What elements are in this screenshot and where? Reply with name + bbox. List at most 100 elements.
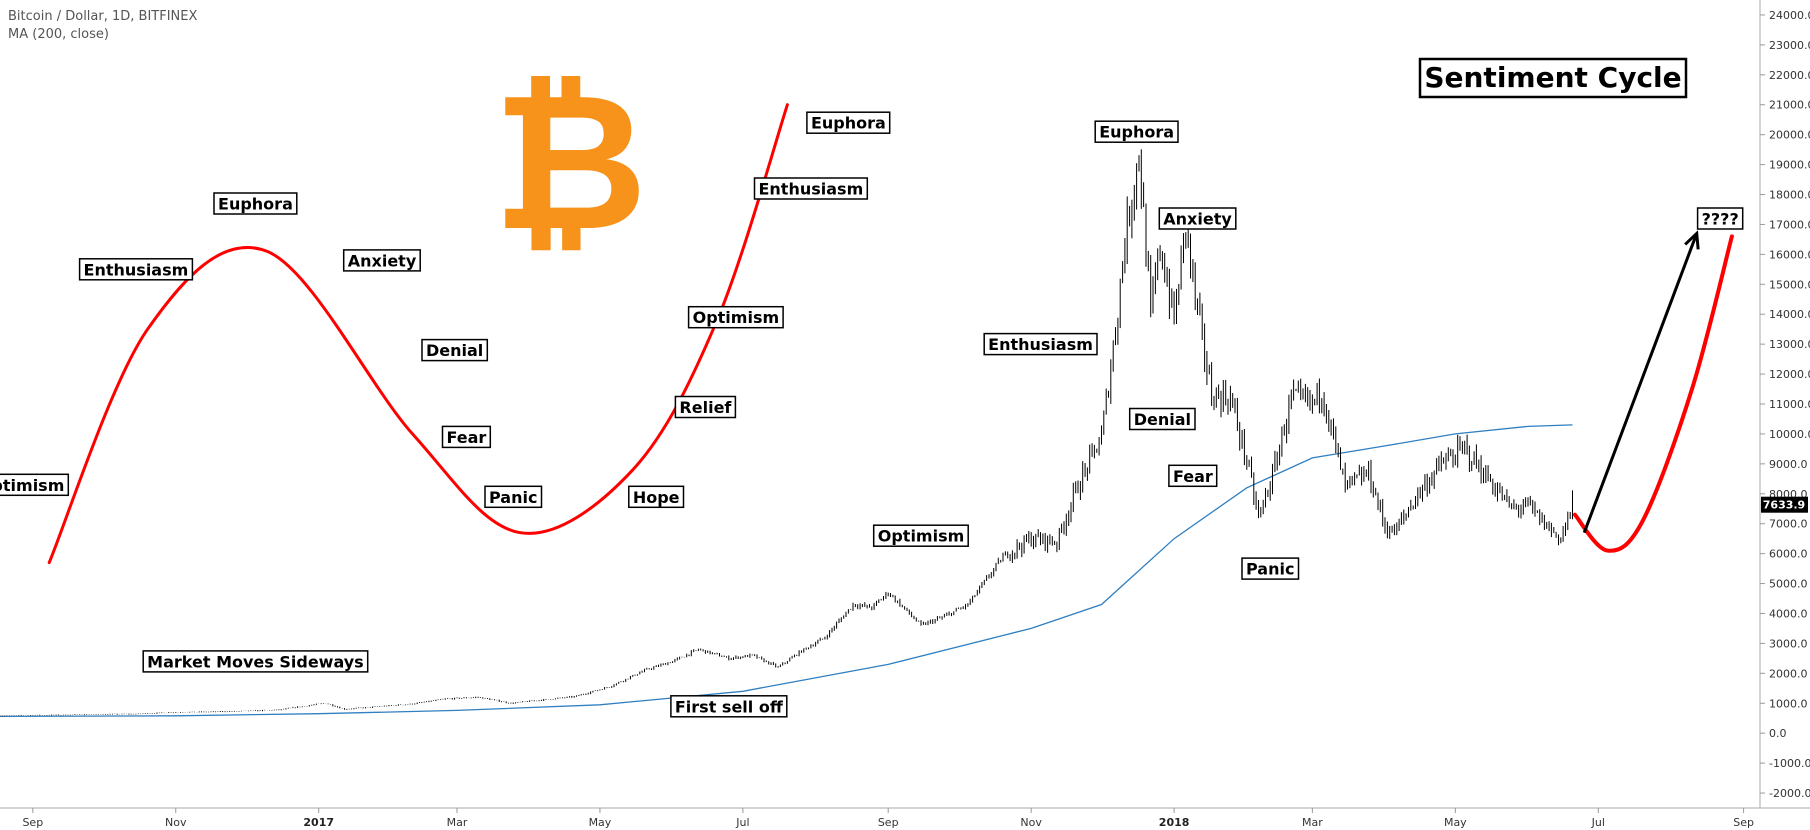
annotation-text: Optimism [0,476,64,495]
annotation-optimism-left: Optimism [687,305,784,329]
y-tick-label: 13000.0 [1769,338,1810,351]
annotation-text: Anxiety [1163,209,1232,228]
annotation-box [484,485,543,509]
annotation-text: Optimism [878,527,965,546]
annotation-denial-left: Denial [421,338,489,362]
y-tick-label: 14000.0 [1769,308,1810,321]
annotation-box [421,338,489,362]
annotation-box [1168,464,1218,488]
x-tick-label: Mar [1302,816,1323,829]
indicator-legend[interactable]: MA (200, close) [8,27,109,42]
x-tick-label: Sep [22,816,43,829]
annotation-box [213,192,298,215]
y-tick-label: 11000.0 [1769,398,1810,411]
annotation-box [78,258,194,281]
annotation-text: Enthusiasm [988,335,1093,354]
y-tick-label: 7000.0 [1769,518,1808,531]
annotation-anxiety-peak: Anxiety [1158,207,1237,230]
last-price-tag-bg [1761,496,1808,513]
x-tick-label: May [589,816,612,829]
annotation-text: Optimism [693,308,780,327]
annotation-text: ???? [1702,209,1739,228]
annotation-text: Enthusiasm [84,260,189,279]
annotation-text: First sell off [675,697,784,716]
last-price-tag: 7633.9 [1761,496,1808,513]
annotation-first-sell-off: First sell off [670,695,788,718]
y-tick-label: 4000.0 [1769,607,1808,620]
annotation-panic-left: Panic [484,485,543,509]
annotation-fear-left: Fear [441,425,492,449]
x-tick-label: Mar [447,816,468,829]
annotation-box [1094,120,1179,143]
annotation-market-sideways: Market Moves Sideways [142,650,369,673]
y-tick-label: 12000.0 [1769,368,1810,381]
annotation-labels-layer: Euphora Enthusiasm Anxiety Denial Fear Panic H… [0,111,1744,718]
annotation-text: Fear [446,428,486,447]
annotation-enthusiasm-top: Enthusiasm [753,177,869,200]
x-tick-label: Sep [1733,816,1754,829]
moving-average-layer [0,424,1573,718]
annotation-box [441,425,492,449]
y-tick-label: 23000.0 [1769,39,1810,52]
x-tick-label: Jul [735,816,749,829]
y-tick-label: 24000.0 [1769,9,1810,22]
annotation-text: Market Moves Sideways [147,652,364,671]
y-tick-label: -2000.0 [1769,787,1810,800]
annotation-text: Denial [426,341,483,360]
annotation-optimism-mid: Optimism [872,524,969,547]
annotation-enthusiasm-mid: Enthusiasm [983,332,1098,356]
y-tick-label: 5000.0 [1769,578,1808,591]
chart-title: Sentiment Cycle [1418,57,1688,99]
annotation-text: Fear [1173,467,1213,486]
annotation-denial-peak: Denial [1128,407,1196,431]
projection-curve [1572,234,1734,553]
annotation-text: Anxiety [348,251,417,270]
last-price-tag-text: 7633.9 [1763,499,1805,512]
annotation-box [806,111,891,134]
moving-average-line [0,424,1573,718]
annotation-box [1696,207,1744,230]
annotation-text: Relief [679,398,732,417]
annotation-anxiety-left: Anxiety [342,249,421,272]
annotation-box [872,524,969,547]
annotation-box [753,177,869,200]
y-tick-label: 19000.0 [1769,159,1810,172]
y-tick-label: 20000.0 [1769,129,1810,142]
chart-title-box [1418,57,1688,99]
annotation-text: Panic [1246,560,1294,579]
x-axis[interactable]: Sep Nov 2017 Mar May Jul Sep Nov 2018 Mar May Jul Se… [0,807,1810,829]
y-tick-label: -1000.0 [1769,757,1810,770]
symbol-legend[interactable]: Bitcoin / Dollar, 1D, BITFINEX [8,9,197,24]
annotation-text: Euphora [1099,123,1174,142]
x-tick-label: Nov [165,816,187,829]
x-tick-label: Nov [1020,816,1042,829]
y-tick-label: 3000.0 [1769,637,1808,650]
annotation-text: Euphora [218,194,293,213]
y-tick-label: 16000.0 [1769,248,1810,261]
y-tick-label: 18000.0 [1769,189,1810,202]
chart-title-text: Sentiment Cycle [1424,61,1681,94]
y-tick-label: 17000.0 [1769,218,1810,231]
y-tick-label: 1000.0 [1769,697,1808,710]
annotation-euphora-top: Euphora [806,111,891,134]
annotation-panic-peak: Panic [1241,557,1300,580]
x-tick-label: Sep [878,816,899,829]
bitcoin-logo-icon: ₿ [493,52,648,273]
y-tick-label: 9000.0 [1769,458,1808,471]
annotation-text: Hope [633,488,680,507]
y-tick-label: 21000.0 [1769,99,1810,112]
annotation-text: Euphora [811,114,886,133]
x-tick-label: Jul [1591,816,1605,829]
annotation-box [674,395,737,419]
annotation-box [1241,557,1300,580]
y-tick-label: 6000.0 [1769,548,1808,561]
y-tick-label: 15000.0 [1769,278,1810,291]
y-axis[interactable]: -2000.0 -1000.0 0.0 1000.0 2000.0 3000.0 4000.… [1759,0,1810,808]
annotation-hope-left: Hope [628,485,685,509]
annotation-box [670,695,788,718]
y-tick-label: 0.0 [1769,727,1787,740]
annotation-box [342,249,421,272]
annotation-question-marks: ???? [1696,207,1744,230]
annotation-box [142,650,369,673]
